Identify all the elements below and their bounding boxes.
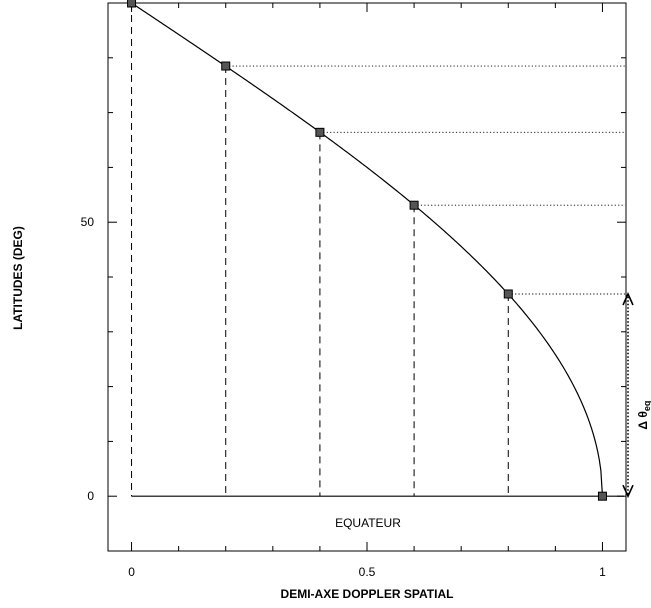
y-axis-title: LATITUDES (DEG)	[11, 226, 25, 330]
delta-theta-symbol: Δ θ	[636, 411, 650, 429]
delta-theta-subscript: eq	[642, 401, 651, 412]
data-point	[127, 0, 137, 8]
x-axis-title: DEMI-AXE DOPPLER SPATIAL	[281, 587, 454, 601]
series-curve	[131, 2, 604, 497]
x-tick-label: 1	[599, 565, 606, 579]
y-tick-labels: 0 50	[81, 215, 95, 503]
data-point	[409, 200, 419, 210]
y-tick-label: 50	[81, 215, 95, 229]
delta-theta-label: Δ θeq	[636, 401, 651, 430]
x-tick-labels: 0 0.5 1	[128, 565, 606, 579]
data-point	[221, 61, 231, 71]
x-tick-label: 0.5	[359, 565, 376, 579]
y-tick-label: 0	[87, 489, 94, 503]
data-point	[315, 127, 325, 137]
arrow-head-top	[622, 292, 634, 306]
axis-ticks	[108, 3, 626, 551]
delta-theta-arrow	[622, 292, 634, 499]
data-point	[503, 289, 513, 299]
series-markers	[127, 0, 607, 501]
guide-lines	[131, 2, 625, 497]
data-point	[597, 491, 607, 501]
x-tick-label: 0	[128, 565, 135, 579]
arrow-head-bottom	[622, 484, 634, 499]
plot-frame	[107, 2, 627, 552]
equator-label: EQUATEUR	[335, 516, 401, 530]
